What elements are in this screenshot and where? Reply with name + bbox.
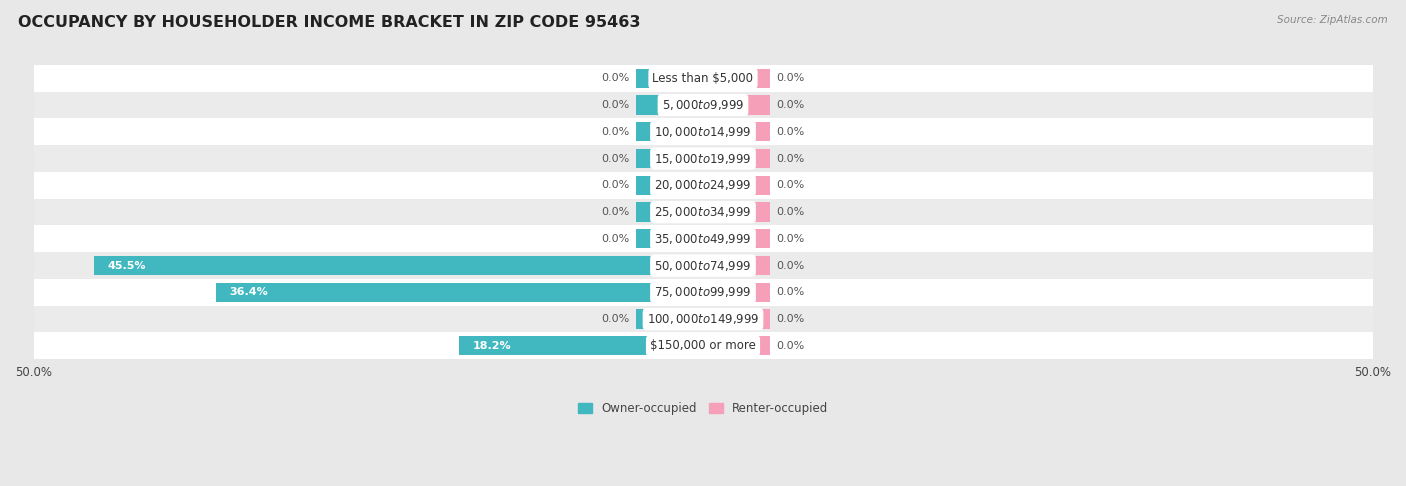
Bar bbox=[460, 336, 703, 355]
Text: 0.0%: 0.0% bbox=[602, 207, 630, 217]
Bar bbox=[636, 122, 703, 141]
Bar bbox=[703, 229, 770, 248]
Text: 45.5%: 45.5% bbox=[107, 260, 146, 271]
Text: Less than $5,000: Less than $5,000 bbox=[652, 72, 754, 85]
Bar bbox=[34, 252, 1372, 279]
Text: 0.0%: 0.0% bbox=[776, 341, 804, 351]
Bar bbox=[34, 279, 1372, 306]
Text: $75,000 to $99,999: $75,000 to $99,999 bbox=[654, 285, 752, 299]
Bar bbox=[703, 149, 770, 168]
Text: Source: ZipAtlas.com: Source: ZipAtlas.com bbox=[1277, 15, 1388, 25]
Bar bbox=[703, 203, 770, 222]
Text: 0.0%: 0.0% bbox=[776, 287, 804, 297]
Text: 0.0%: 0.0% bbox=[776, 234, 804, 244]
Text: 36.4%: 36.4% bbox=[229, 287, 267, 297]
Bar bbox=[34, 226, 1372, 252]
Bar bbox=[34, 306, 1372, 332]
Text: 0.0%: 0.0% bbox=[602, 180, 630, 191]
Text: 0.0%: 0.0% bbox=[776, 314, 804, 324]
Bar bbox=[34, 92, 1372, 119]
Text: $25,000 to $34,999: $25,000 to $34,999 bbox=[654, 205, 752, 219]
Bar bbox=[636, 69, 703, 88]
Bar bbox=[636, 149, 703, 168]
Bar bbox=[703, 122, 770, 141]
Text: 0.0%: 0.0% bbox=[776, 260, 804, 271]
Bar bbox=[636, 203, 703, 222]
Text: 0.0%: 0.0% bbox=[776, 154, 804, 164]
Text: $15,000 to $19,999: $15,000 to $19,999 bbox=[654, 152, 752, 166]
Bar bbox=[703, 336, 770, 355]
Bar bbox=[636, 229, 703, 248]
Bar bbox=[34, 65, 1372, 92]
Text: 0.0%: 0.0% bbox=[602, 127, 630, 137]
Bar bbox=[636, 95, 703, 115]
Text: 0.0%: 0.0% bbox=[776, 180, 804, 191]
Text: $10,000 to $14,999: $10,000 to $14,999 bbox=[654, 125, 752, 139]
Text: $20,000 to $24,999: $20,000 to $24,999 bbox=[654, 178, 752, 192]
Bar bbox=[636, 176, 703, 195]
Text: 0.0%: 0.0% bbox=[776, 207, 804, 217]
Bar bbox=[34, 199, 1372, 226]
Text: OCCUPANCY BY HOUSEHOLDER INCOME BRACKET IN ZIP CODE 95463: OCCUPANCY BY HOUSEHOLDER INCOME BRACKET … bbox=[18, 15, 641, 30]
Text: 0.0%: 0.0% bbox=[602, 154, 630, 164]
Bar bbox=[34, 119, 1372, 145]
Text: 0.0%: 0.0% bbox=[602, 73, 630, 83]
Text: 0.0%: 0.0% bbox=[602, 234, 630, 244]
Bar bbox=[34, 172, 1372, 199]
Legend: Owner-occupied, Renter-occupied: Owner-occupied, Renter-occupied bbox=[572, 398, 834, 420]
Text: $35,000 to $49,999: $35,000 to $49,999 bbox=[654, 232, 752, 246]
Bar bbox=[215, 283, 703, 302]
Text: 0.0%: 0.0% bbox=[776, 127, 804, 137]
Bar bbox=[703, 176, 770, 195]
Text: 0.0%: 0.0% bbox=[602, 314, 630, 324]
Bar bbox=[703, 310, 770, 329]
Text: 0.0%: 0.0% bbox=[776, 100, 804, 110]
Bar bbox=[636, 310, 703, 329]
Bar bbox=[34, 145, 1372, 172]
Text: $100,000 to $149,999: $100,000 to $149,999 bbox=[647, 312, 759, 326]
Text: $150,000 or more: $150,000 or more bbox=[650, 339, 756, 352]
Text: 0.0%: 0.0% bbox=[776, 73, 804, 83]
Bar bbox=[34, 332, 1372, 359]
Text: 18.2%: 18.2% bbox=[472, 341, 512, 351]
Bar bbox=[703, 95, 770, 115]
Bar bbox=[703, 69, 770, 88]
Bar bbox=[703, 256, 770, 275]
Text: 0.0%: 0.0% bbox=[602, 100, 630, 110]
Text: $50,000 to $74,999: $50,000 to $74,999 bbox=[654, 259, 752, 273]
Bar bbox=[94, 256, 703, 275]
Text: $5,000 to $9,999: $5,000 to $9,999 bbox=[662, 98, 744, 112]
Bar bbox=[703, 283, 770, 302]
